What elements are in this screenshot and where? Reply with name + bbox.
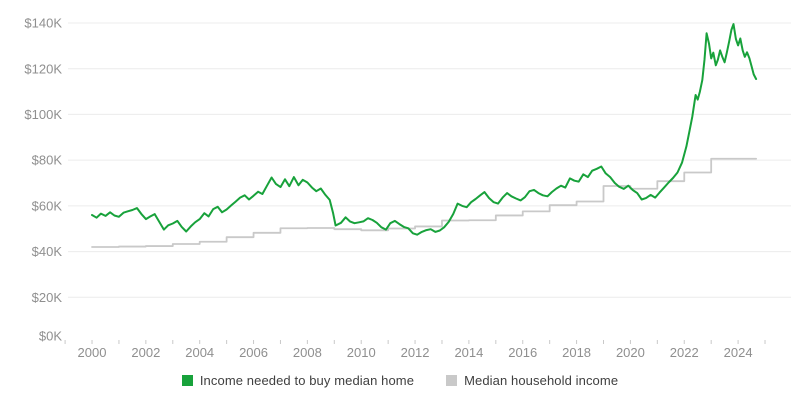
y-axis-label: $140K [24,16,62,31]
x-axis-label: 2000 [78,345,107,360]
y-axis-label: $40K [32,244,63,259]
green-series-swatch-icon [181,374,193,386]
x-axis-label: 2018 [562,345,591,360]
x-axis-label: 2010 [347,345,376,360]
gray-series-swatch-icon [446,374,458,386]
x-axis-label: 2014 [454,345,483,360]
y-axis-label: $120K [24,61,62,76]
y-axis-label: $100K [24,107,62,122]
x-axis-label: 2016 [508,345,537,360]
median-household-income-line [91,157,758,248]
x-axis-label: 2004 [185,345,214,360]
y-axis-label: $80K [32,153,63,168]
legend-item-income-needed: Income needed to buy median home [181,372,415,388]
legend-label-income-needed: Income needed to buy median home [199,372,415,388]
y-axis-label: $20K [32,290,63,305]
y-axis-label: $0K [39,329,62,344]
x-axis-label: 2008 [293,345,322,360]
income-needed-line [91,23,758,236]
legend-label-median-income: Median household income [464,372,619,388]
x-axis-label: 2022 [670,345,699,360]
x-axis-label: 2012 [401,345,430,360]
x-axis-label: 2024 [724,345,753,360]
chart-legend: Income needed to buy median home Median … [0,368,800,392]
y-axis-label: $60K [32,198,63,213]
x-axis-label: 2002 [131,345,160,360]
x-axis-label: 2020 [616,345,645,360]
legend-item-median-income: Median household income [446,373,618,388]
x-axis-label: 2006 [239,345,268,360]
